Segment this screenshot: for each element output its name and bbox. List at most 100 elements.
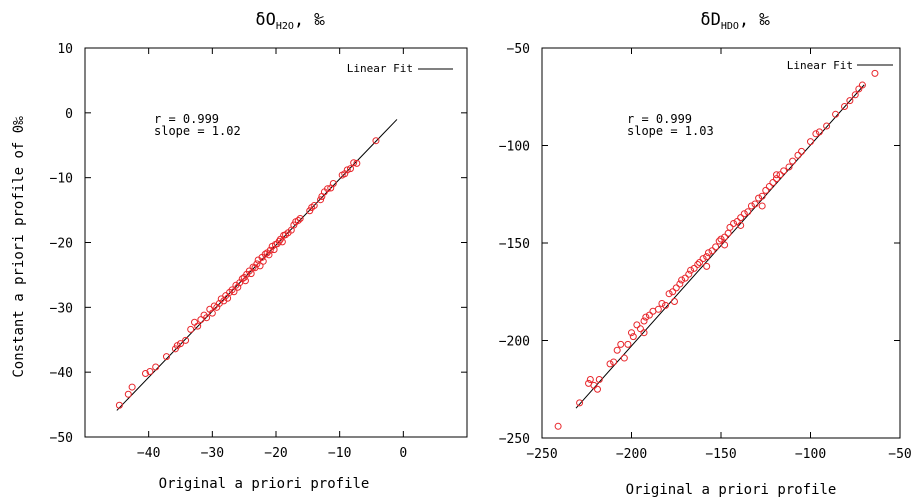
y-axis-label-left: Constant a priori profile of 0‰: [11, 116, 27, 378]
y-tick-label-left: −50: [50, 431, 73, 446]
y-tick-label-right: −250: [499, 432, 530, 447]
data-point-right: [613, 346, 621, 354]
x-axis-label-left: Original a priori profile: [159, 476, 370, 492]
data-point-right: [769, 179, 777, 187]
data-point-right: [590, 381, 598, 389]
data-point-right: [772, 171, 780, 179]
data-point-right: [624, 340, 632, 348]
annotation-r-right: r = 0.999: [627, 112, 692, 126]
data-point-right: [586, 376, 594, 383]
y-tick-label-right: −150: [499, 237, 530, 252]
data-point-left: [296, 215, 304, 223]
data-point-left: [234, 283, 242, 291]
data-point-left: [329, 180, 337, 188]
y-tick-label-left: −10: [50, 172, 73, 187]
data-point-left: [353, 159, 361, 167]
legend-label-left: Linear Fit: [347, 62, 413, 75]
data-point-left: [317, 196, 325, 204]
data-point-right: [780, 167, 788, 175]
data-point-right: [576, 399, 584, 407]
data-point-left: [278, 238, 286, 246]
data-point-right: [670, 298, 678, 305]
data-point-right: [841, 103, 849, 110]
data-point-left: [191, 318, 199, 326]
data-point-right: [610, 358, 618, 366]
data-point-right: [642, 313, 650, 321]
data-point-right: [620, 354, 628, 362]
data-point-right: [712, 243, 720, 251]
data-point-left: [266, 246, 274, 254]
data-point-right: [554, 422, 562, 430]
data-point-right: [628, 329, 635, 337]
data-point-right: [765, 182, 773, 190]
chart-title-left: δOH2O, ‰: [255, 10, 325, 32]
data-point-right: [823, 122, 831, 130]
x-tick-label-left: 0: [399, 446, 407, 461]
data-point-right: [636, 325, 644, 333]
y-tick-label-left: −40: [50, 366, 73, 381]
data-point-left: [247, 270, 255, 278]
data-point-right: [694, 260, 702, 268]
data-point-right: [717, 235, 725, 243]
data-point-right: [690, 264, 698, 272]
data-point-left: [275, 237, 283, 245]
data-point-right: [737, 221, 745, 229]
data-point-right: [721, 241, 729, 249]
data-point-left: [182, 336, 190, 344]
data-point-right: [726, 223, 734, 231]
y-tick-label-left: −20: [50, 237, 73, 252]
data-point-right: [595, 376, 603, 383]
data-point-right: [672, 284, 680, 292]
x-tick-label-right: −250: [526, 447, 557, 462]
data-point-left: [115, 401, 123, 409]
data-point-left: [346, 165, 354, 173]
data-point-right: [678, 276, 686, 284]
data-point-right: [858, 81, 866, 89]
data-point-left: [241, 277, 249, 285]
data-point-left: [208, 309, 216, 317]
data-point-left: [256, 262, 264, 270]
data-point-right: [685, 270, 693, 278]
data-point-left: [343, 166, 351, 174]
data-point-left: [259, 257, 267, 265]
data-point-right: [703, 253, 711, 261]
data-point-right: [665, 290, 673, 298]
data-point-right: [687, 266, 695, 274]
data-point-right: [654, 305, 662, 313]
annotation-right: r = 0.999 slope = 1.03: [627, 112, 714, 138]
data-point-left: [146, 368, 154, 376]
x-axis-label-right: Original a priori profile: [626, 482, 837, 498]
y-tick-label-right: −200: [499, 335, 530, 350]
data-point-left: [265, 251, 273, 259]
data-point-right: [676, 280, 684, 288]
fit-line-right: [575, 84, 865, 409]
data-point-right: [730, 220, 738, 227]
data-point-right: [640, 329, 648, 337]
y-tick-label-right: −50: [507, 42, 530, 57]
data-point-right: [703, 262, 711, 270]
legend-label-right: Linear Fit: [787, 59, 853, 72]
data-point-left: [270, 246, 278, 254]
data-point-right: [785, 163, 793, 171]
data-point-right: [807, 138, 814, 146]
chart-panel-left: δOH2O, ‰ −40 −30 −20 −10 0 10 0 −10 −20 −30 −40 −50…: [11, 10, 468, 492]
data-point-right: [846, 97, 854, 105]
data-point-right: [708, 247, 716, 255]
data-point-left: [187, 325, 195, 333]
data-point-left: [128, 383, 136, 391]
data-point-left: [162, 353, 170, 361]
plot-area-right: −250 −200 −150 −100 −50 −50 −100 −150 −200 −250: [499, 42, 912, 462]
data-point-right: [658, 299, 666, 307]
data-point-left: [194, 322, 202, 330]
data-point-right: [776, 171, 784, 179]
data-point-right: [699, 255, 707, 263]
data-point-right: [789, 157, 797, 165]
data-point-right: [737, 214, 745, 222]
y-tick-label-left: −30: [50, 301, 73, 316]
data-point-right: [798, 147, 806, 155]
data-point-right: [794, 151, 802, 159]
data-point-right: [762, 186, 770, 194]
data-point-right: [772, 175, 780, 183]
legend-left: Linear Fit: [347, 62, 453, 75]
data-point-right: [744, 208, 752, 216]
